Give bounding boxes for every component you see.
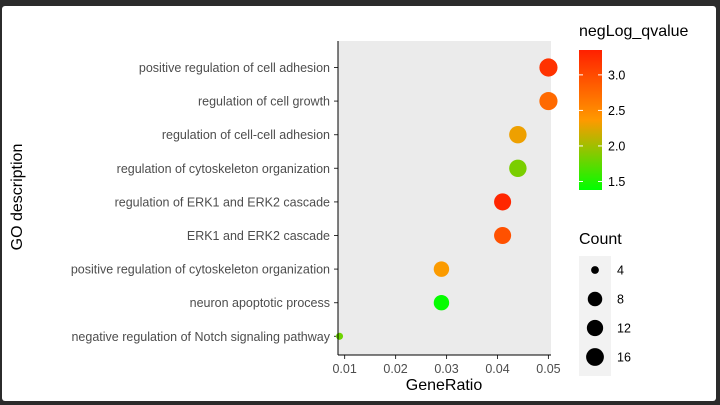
y-tick-label: regulation of cell growth xyxy=(198,95,330,109)
x-tick-label: 0.02 xyxy=(383,362,407,376)
data-point xyxy=(336,332,344,340)
size-legend-label: 12 xyxy=(617,322,631,336)
x-tick-label: 0.05 xyxy=(536,362,560,376)
y-tick-label: regulation of cell-cell adhesion xyxy=(162,128,330,142)
x-tick-label: 0.03 xyxy=(434,362,458,376)
x-axis: 0.01 0.02 0.03 0.04 0.05 xyxy=(332,355,561,376)
data-point xyxy=(539,92,558,111)
chart-card: positive regulation of cell adhesion regu… xyxy=(2,6,716,401)
size-legend-dot xyxy=(587,291,603,307)
data-point xyxy=(509,159,527,178)
color-legend-bar xyxy=(579,50,602,190)
data-point xyxy=(494,226,512,245)
y-axis: positive regulation of cell adhesion regu… xyxy=(71,61,338,344)
color-legend-title: negLog_qvalue xyxy=(579,23,689,40)
y-tick-label: regulation of ERK1 and ERK2 cascade xyxy=(115,195,330,209)
data-point xyxy=(494,193,512,211)
color-legend-label: 1.5 xyxy=(608,175,625,189)
y-tick-label: negative regulation of Notch signaling p… xyxy=(71,330,330,344)
size-legend: Count 4 8 12 16 xyxy=(579,231,631,376)
y-axis-title: GO description xyxy=(9,144,26,251)
size-legend-dot xyxy=(586,348,604,366)
size-legend-label: 16 xyxy=(617,351,631,365)
x-tick-label: 0.01 xyxy=(332,362,356,376)
size-legend-title: Count xyxy=(579,231,622,248)
y-tick-label: ERK1 and ERK2 cascade xyxy=(187,229,330,243)
data-point xyxy=(433,294,450,311)
color-legend-label: 3.0 xyxy=(608,68,625,82)
x-axis-title: GeneRatio xyxy=(406,377,483,394)
data-point xyxy=(433,261,450,277)
y-tick-label: positive regulation of cytoskeleton orga… xyxy=(71,263,330,277)
dot-plot: positive regulation of cell adhesion regu… xyxy=(9,23,689,394)
size-legend-dot xyxy=(591,266,599,274)
size-legend-label: 8 xyxy=(617,293,624,307)
size-legend-dot xyxy=(586,319,604,337)
data-point xyxy=(509,125,527,144)
data-point xyxy=(539,58,558,77)
color-legend-label: 2.0 xyxy=(608,139,625,153)
data-points xyxy=(336,58,558,340)
color-legend-label: 2.5 xyxy=(608,104,625,118)
color-legend: negLog_qvalue 1.5 2.0 2.5 3.0 xyxy=(579,23,689,190)
y-tick-label: regulation of cytoskeleton organization xyxy=(117,162,330,176)
y-tick-label: positive regulation of cell adhesion xyxy=(139,61,330,75)
x-tick-label: 0.04 xyxy=(485,362,509,376)
y-tick-label: neuron apoptotic process xyxy=(190,296,330,310)
size-legend-label: 4 xyxy=(617,264,624,278)
